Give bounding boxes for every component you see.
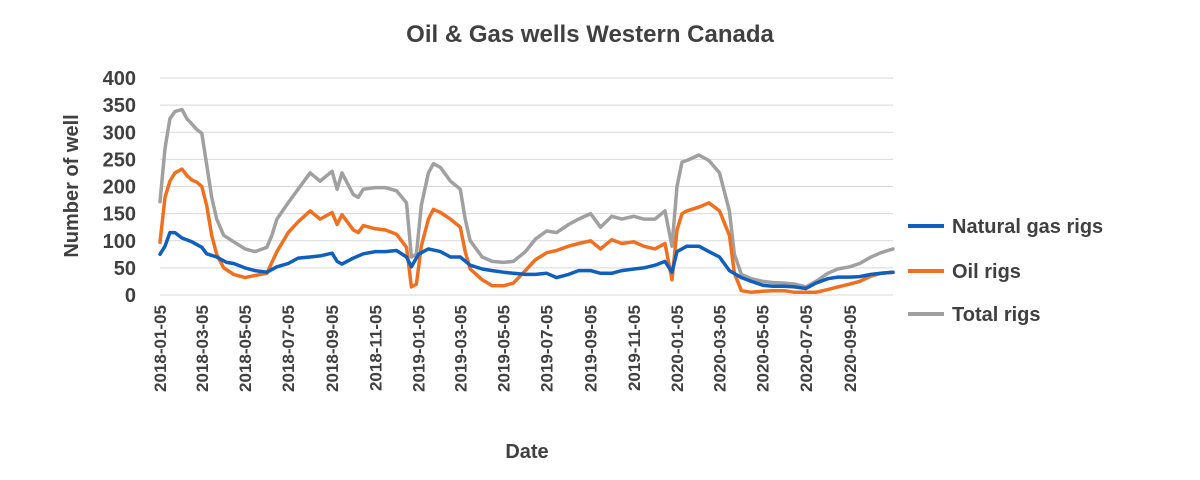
x-axis-ticks: 2018-01-05 2018-03-05 2018-05-05 2018-07-05… xyxy=(151,305,860,392)
x-tick-label: 2018-11-05 xyxy=(366,305,385,391)
series-line-natural-gas-rigs xyxy=(158,230,895,291)
legend-label-total-rigs: Total rigs xyxy=(952,304,1041,326)
x-tick-label: 2019-03-05 xyxy=(451,305,470,392)
x-tick-label: 2020-05-05 xyxy=(754,305,773,392)
x-tick-label: 2019-11-05 xyxy=(625,305,644,391)
x-tick-label: 2019-01-05 xyxy=(410,305,429,392)
y-tick-label: 0 xyxy=(125,285,136,307)
y-tick-label: 400 xyxy=(103,68,136,90)
y-axis-title: Number of well xyxy=(61,114,83,257)
y-tick-label: 50 xyxy=(114,258,136,280)
x-tick-label: 2018-05-05 xyxy=(236,305,255,392)
gridlines xyxy=(160,77,893,296)
x-tick-label: 2020-03-05 xyxy=(711,305,730,392)
x-tick-label: 2020-09-05 xyxy=(841,305,860,392)
y-axis-ticks: 0 50 100 150 200 250 300 350 400 xyxy=(103,68,136,307)
y-tick-label: 300 xyxy=(103,122,136,144)
x-tick-label: 2018-09-05 xyxy=(323,305,342,392)
y-tick-label: 350 xyxy=(103,95,136,117)
legend: Natural gas rigs Oil rigs Total rigs xyxy=(908,216,1103,326)
y-tick-label: 250 xyxy=(103,149,136,171)
x-tick-label: 2018-07-05 xyxy=(279,305,298,392)
series-line-oil-rigs xyxy=(158,167,895,295)
x-axis-title: Date xyxy=(505,441,548,463)
x-tick-label: 2019-07-05 xyxy=(538,305,557,392)
legend-label-oil-rigs: Oil rigs xyxy=(952,261,1021,283)
legend-label-natural-gas-rigs: Natural gas rigs xyxy=(952,216,1103,238)
series-lines xyxy=(158,107,895,295)
x-tick-label: 2018-03-05 xyxy=(193,305,212,392)
x-tick-label: 2019-05-05 xyxy=(495,305,514,392)
y-tick-label: 150 xyxy=(103,204,136,226)
x-tick-label: 2020-07-05 xyxy=(797,305,816,392)
y-tick-label: 100 xyxy=(103,231,136,253)
x-tick-label: 2020-01-05 xyxy=(668,305,687,392)
y-tick-label: 200 xyxy=(103,177,136,199)
x-tick-label: 2018-01-05 xyxy=(151,305,170,392)
series-line-total-rigs xyxy=(158,107,895,289)
chart-title: Oil & Gas wells Western Canada xyxy=(406,21,774,48)
x-tick-label: 2019-09-05 xyxy=(582,305,601,392)
